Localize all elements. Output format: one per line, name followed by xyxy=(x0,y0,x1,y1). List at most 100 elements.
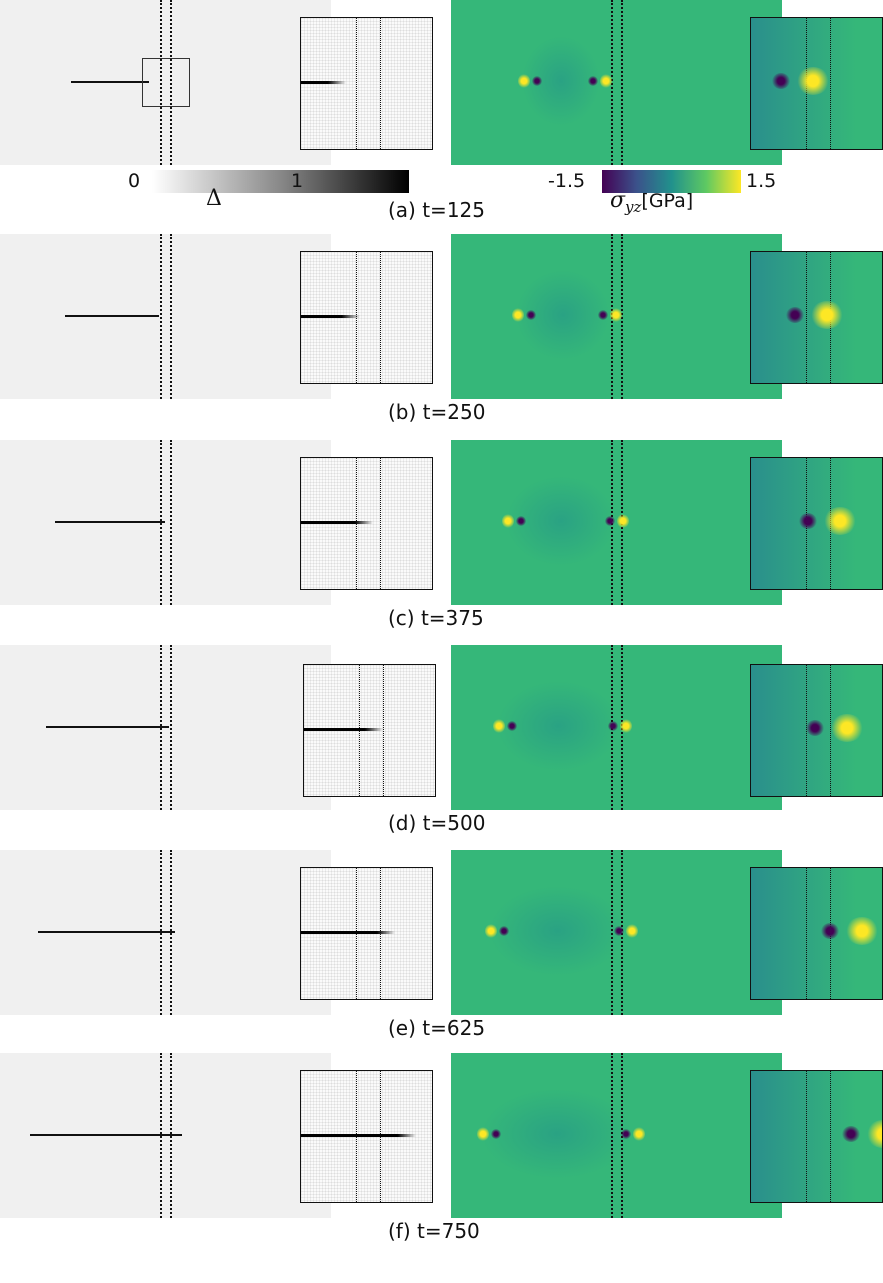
damage-zoom-inset xyxy=(300,1070,433,1203)
stress-high-lobe-zoom xyxy=(845,916,880,945)
stress-high-lobe-zoom xyxy=(809,300,844,329)
panel-row: (c) t=375 xyxy=(0,440,883,670)
interface-line xyxy=(170,850,172,1015)
crack-zoom xyxy=(301,1133,417,1137)
stress-high-lobe-zoom xyxy=(829,713,864,742)
stress-field xyxy=(451,850,782,1015)
stress-high-lobe xyxy=(609,308,622,322)
stress-high-lobe-zoom xyxy=(795,66,830,95)
interface-line xyxy=(160,850,162,1015)
stress-high-lobe xyxy=(626,924,639,938)
panel-caption: (c) t=375 xyxy=(388,606,484,630)
stress-colorbar-max: 1.5 xyxy=(746,170,777,192)
stress-low-lobe xyxy=(587,76,598,86)
stress-high-lobe xyxy=(599,74,612,88)
panel-caption: (b) t=250 xyxy=(388,400,486,424)
stress-low-lobe xyxy=(490,1129,501,1139)
stress-low-lobe-zoom xyxy=(799,512,818,529)
stress-low-lobe-zoom xyxy=(805,719,824,736)
stress-low-lobe xyxy=(607,721,618,731)
crack-zoom xyxy=(301,80,346,84)
stress-zoom-inset xyxy=(750,1070,883,1203)
panel-caption: (d) t=500 xyxy=(388,811,486,835)
stress-high-lobe xyxy=(493,719,506,733)
stress-low-lobe xyxy=(507,721,518,731)
interface-line xyxy=(170,234,172,399)
interface-line xyxy=(160,1053,162,1218)
panel-caption: (f) t=750 xyxy=(388,1219,480,1243)
stress-field xyxy=(451,234,782,399)
damage-field xyxy=(0,850,331,1015)
stress-low-lobe xyxy=(614,926,625,936)
interface-line xyxy=(611,850,613,1015)
interface-line xyxy=(170,440,172,605)
stress-low-lobe xyxy=(499,926,510,936)
damage-colorbar-gradient xyxy=(152,170,409,193)
stress-high-lobe-zoom xyxy=(823,506,858,535)
crack xyxy=(29,1134,183,1136)
stress-high-lobe xyxy=(501,514,514,528)
stress-zoom-inset xyxy=(750,457,883,590)
damage-colorbar-min: 0 xyxy=(128,170,141,192)
damage-field xyxy=(0,1053,331,1218)
stress-high-lobe xyxy=(619,719,632,733)
panel-caption: (a) t=125 xyxy=(388,198,485,222)
stress-field xyxy=(451,645,782,810)
stress-high-lobe xyxy=(511,308,524,322)
stress-low-lobe xyxy=(532,76,543,86)
interface-line xyxy=(611,1053,613,1218)
damage-field xyxy=(0,234,331,399)
panel-row: (e) t=625 xyxy=(0,850,883,1080)
stress-colorbar-unit: [GPa] xyxy=(641,190,694,212)
stress-high-lobe-zoom xyxy=(866,1119,882,1148)
stress-low-lobe xyxy=(597,310,608,320)
stress-high-lobe xyxy=(633,1127,646,1141)
crack-zoom xyxy=(304,727,383,731)
crack xyxy=(54,521,166,523)
damage-colorbar-label: Δ xyxy=(206,186,222,211)
stress-zoom-inset xyxy=(750,867,883,1000)
stress-low-lobe-zoom xyxy=(771,72,790,89)
stress-low-lobe-zoom xyxy=(842,1125,861,1142)
interface-line-zoom xyxy=(356,18,357,149)
zoom-region-box xyxy=(142,58,190,107)
interface-line xyxy=(621,234,623,399)
stress-colorbar-sub: yz xyxy=(625,197,642,216)
interface-line-zoom xyxy=(830,18,831,149)
stress-colorbar: -1.5 1.5 σyz[GPa] xyxy=(546,166,786,216)
interface-line xyxy=(160,440,162,605)
damage-zoom-inset xyxy=(303,664,436,797)
crack-zoom xyxy=(301,520,374,524)
crack-zoom xyxy=(301,314,360,318)
damage-colorbar: 0 1 Δ xyxy=(124,166,409,211)
stress-colorbar-label: σyz[GPa] xyxy=(610,188,693,216)
stress-zoom-inset xyxy=(750,664,883,797)
damage-field xyxy=(0,645,331,810)
stress-field xyxy=(451,0,782,165)
stress-low-lobe xyxy=(621,1129,632,1139)
stress-high-lobe xyxy=(616,514,629,528)
interface-line-zoom xyxy=(383,665,384,796)
stress-colorbar-symbol: σ xyxy=(610,188,626,213)
interface-line-zoom xyxy=(806,1071,807,1202)
panel-row: (d) t=500 xyxy=(0,645,883,875)
interface-line xyxy=(160,645,162,810)
interface-line xyxy=(170,1053,172,1218)
stress-band xyxy=(480,1089,634,1179)
stress-colorbar-gradient xyxy=(602,170,741,193)
stress-colorbar-min: -1.5 xyxy=(548,170,586,192)
stress-high-lobe xyxy=(518,74,531,88)
panel-caption: (e) t=625 xyxy=(388,1016,486,1040)
damage-zoom-inset xyxy=(300,251,433,384)
stress-zoom-inset xyxy=(750,17,883,150)
crack xyxy=(46,726,169,728)
crack xyxy=(71,81,149,83)
interface-line-zoom xyxy=(380,18,381,149)
stress-low-lobe xyxy=(515,516,526,526)
interface-line xyxy=(170,0,172,165)
stress-low-lobe-zoom xyxy=(821,922,840,939)
crack-zoom xyxy=(301,930,396,934)
interface-line xyxy=(170,645,172,810)
interface-line-zoom xyxy=(806,252,807,383)
damage-field xyxy=(0,0,331,165)
